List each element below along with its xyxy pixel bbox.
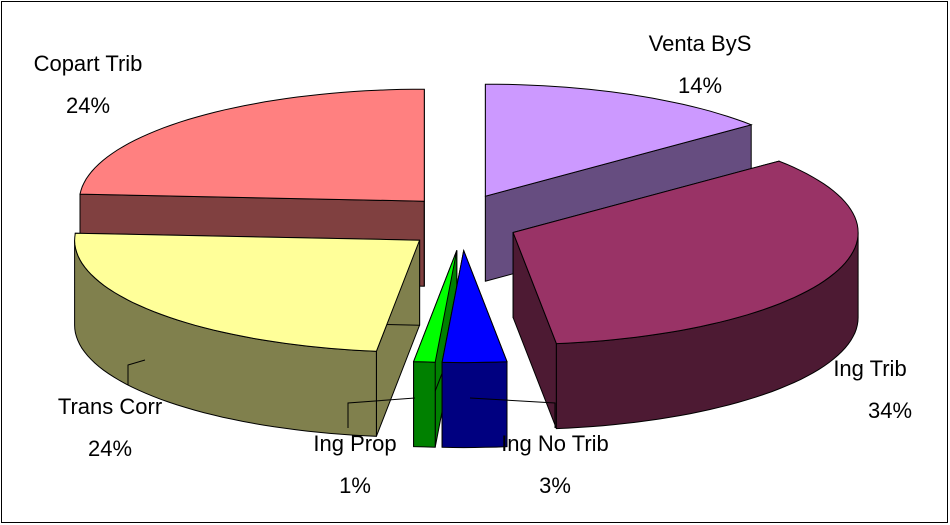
slice <box>512 160 859 345</box>
slice <box>79 88 425 202</box>
slice-wall <box>413 361 436 448</box>
pie <box>74 83 859 449</box>
value-label: 1% <box>339 473 371 498</box>
value-label: 24% <box>66 93 110 118</box>
value-label: 14% <box>678 73 722 98</box>
labels: Venta ByS 14% Ing Trib 34% Ing No Trib 3% Ing … <box>34 31 912 498</box>
category-label: Ing Trib <box>833 356 906 381</box>
category-label: Copart Trib <box>34 51 143 76</box>
slice <box>74 232 421 352</box>
slice <box>412 250 458 363</box>
value-label: 3% <box>539 473 571 498</box>
category-label: Ing Prop <box>313 431 396 456</box>
category-label: Trans Corr <box>58 394 162 419</box>
leader-lines <box>127 359 556 428</box>
category-label: Venta ByS <box>649 31 752 56</box>
slice-wall <box>441 361 508 449</box>
value-label: 34% <box>868 398 912 423</box>
category-label: Ing No Trib <box>501 431 609 456</box>
slice <box>484 83 753 197</box>
slice <box>441 248 508 364</box>
value-label: 24% <box>88 436 132 461</box>
